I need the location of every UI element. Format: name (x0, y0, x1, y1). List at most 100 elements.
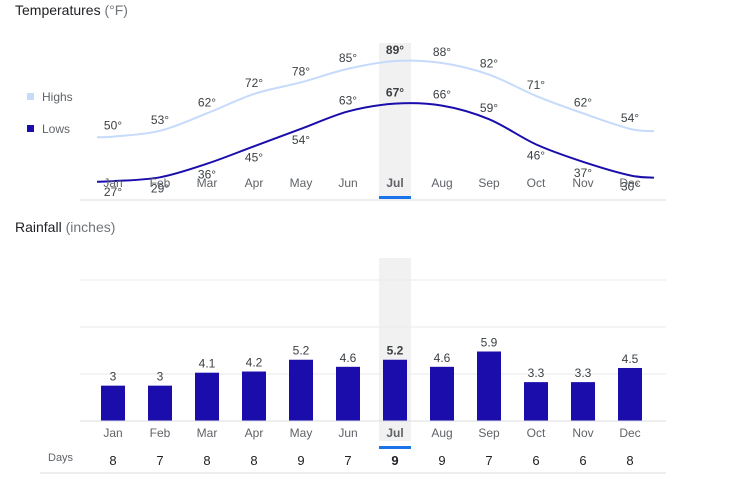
rain-value-label-apr: 4.2 (246, 356, 263, 370)
rainfall-unit: (inches) (65, 219, 116, 235)
rain-bar-apr (242, 371, 266, 421)
temperatures-title: Temperatures (°F) (15, 2, 128, 18)
highs-label-sep: 82° (480, 57, 498, 71)
rain-month-label-aug: Aug (431, 426, 452, 440)
lows-label-mar: 36° (198, 168, 216, 182)
days-value-mar: 8 (203, 453, 210, 468)
rain-month-label-sep: Sep (478, 426, 500, 440)
highs-label-may: 78° (292, 64, 310, 78)
rainfall-title-text: Rainfall (15, 219, 62, 235)
rain-bar-jun (336, 366, 360, 421)
highs-label-mar: 62° (198, 95, 216, 109)
legend-highs: Highs (27, 90, 73, 104)
rain-bar-jul (383, 359, 407, 421)
days-label: Days (48, 452, 74, 464)
temp-month-label-jul: Jul (386, 176, 403, 190)
rain-value-label-mar: 4.1 (199, 357, 216, 371)
days-value-sep: 7 (485, 453, 492, 468)
rain-bar-dec (618, 367, 642, 421)
rain-bar-feb (148, 385, 172, 421)
rain-month-label-apr: Apr (245, 426, 264, 440)
rain-bar-may (289, 359, 313, 421)
lows-label-aug: 66° (433, 88, 451, 102)
days-value-dec: 8 (626, 453, 633, 468)
rain-month-label-mar: Mar (197, 426, 218, 440)
rain-month-label-dec: Dec (619, 426, 640, 440)
rain-bar-oct (524, 382, 548, 421)
rain-value-label-jan: 3 (110, 370, 117, 384)
highs-label-oct: 71° (527, 78, 545, 92)
rain-bar-nov (571, 382, 595, 421)
highs-label-jun: 85° (339, 51, 357, 65)
temp-month-label-nov: Nov (572, 176, 593, 190)
highs-label-nov: 62° (574, 95, 592, 109)
temp-month-label-apr: Apr (245, 176, 264, 190)
highs-label-aug: 88° (433, 45, 451, 59)
temp-month-label-jun: Jun (338, 176, 357, 190)
temp-month-label-mar: Mar (197, 176, 218, 190)
lows-label-may: 54° (292, 133, 310, 147)
highs-line (96, 59, 655, 139)
rain-value-label-may: 5.2 (293, 344, 310, 358)
lows-label-jul: 67° (386, 86, 404, 100)
rain-month-label-jan: Jan (103, 426, 122, 440)
days-value-nov: 6 (579, 453, 586, 468)
days-value-may: 9 (297, 453, 304, 468)
temp-month-label-jan: Jan (103, 176, 122, 190)
days-value-oct: 6 (532, 453, 539, 468)
temp-selected-underline (379, 196, 411, 199)
rainfall-title: Rainfall (inches) (15, 219, 115, 235)
rain-month-label-nov: Nov (572, 426, 593, 440)
temp-month-label-aug: Aug (431, 176, 452, 190)
temp-month-label-dec: Dec (619, 176, 640, 190)
rain-value-label-aug: 4.6 (434, 351, 451, 365)
rain-value-label-jun: 4.6 (340, 351, 357, 365)
lows-label-sep: 59° (480, 101, 498, 115)
rain-value-label-oct: 3.3 (528, 366, 545, 380)
rain-month-label-oct: Oct (527, 426, 546, 440)
temp-month-label-may: May (290, 176, 313, 190)
rain-bar-aug (430, 366, 454, 421)
lows-label-apr: 45° (245, 150, 263, 164)
highs-label-jul: 89° (386, 43, 404, 57)
highs-label-feb: 53° (151, 113, 169, 127)
days-value-jun: 7 (344, 453, 351, 468)
rain-bar-sep (477, 351, 501, 421)
lows-line (96, 102, 655, 183)
legend-highs-swatch (27, 93, 34, 100)
temperatures-unit: (°F) (104, 2, 128, 18)
days-value-jul: 9 (391, 453, 398, 468)
selected-month-highlight-temperature (379, 43, 411, 196)
rain-value-label-jul: 5.2 (387, 344, 404, 358)
days-value-jan: 8 (109, 453, 116, 468)
legend-lows-label: Lows (42, 122, 71, 136)
rain-month-label-feb: Feb (150, 426, 171, 440)
lows-label-oct: 46° (527, 148, 545, 162)
legend-highs-label: Highs (42, 90, 73, 104)
highs-label-jan: 50° (104, 119, 122, 133)
rain-bar-jan (101, 385, 125, 421)
lows-label-jun: 63° (339, 93, 357, 107)
temp-month-label-oct: Oct (527, 176, 546, 190)
rain-month-label-may: May (290, 426, 313, 440)
rain-value-label-feb: 3 (157, 370, 164, 384)
lows-label-dec: 30° (621, 179, 639, 193)
lows-label-feb: 29° (151, 181, 169, 195)
rain-value-label-dec: 4.5 (622, 352, 639, 366)
lows-label-jan: 27° (104, 185, 122, 199)
days-value-apr: 8 (250, 453, 257, 468)
highs-label-apr: 72° (245, 76, 263, 90)
rain-month-label-jul: Jul (386, 426, 403, 440)
temp-month-label-feb: Feb (150, 176, 171, 190)
legend-lows-swatch (27, 125, 34, 132)
rain-selected-underline (379, 446, 411, 449)
highs-label-dec: 54° (621, 111, 639, 125)
rain-month-label-jun: Jun (338, 426, 357, 440)
rain-value-label-sep: 5.9 (481, 335, 498, 349)
temp-month-label-sep: Sep (478, 176, 500, 190)
rain-bar-mar (195, 372, 219, 421)
days-value-aug: 9 (438, 453, 445, 468)
rain-value-label-nov: 3.3 (575, 366, 592, 380)
temperatures-title-text: Temperatures (15, 2, 101, 18)
